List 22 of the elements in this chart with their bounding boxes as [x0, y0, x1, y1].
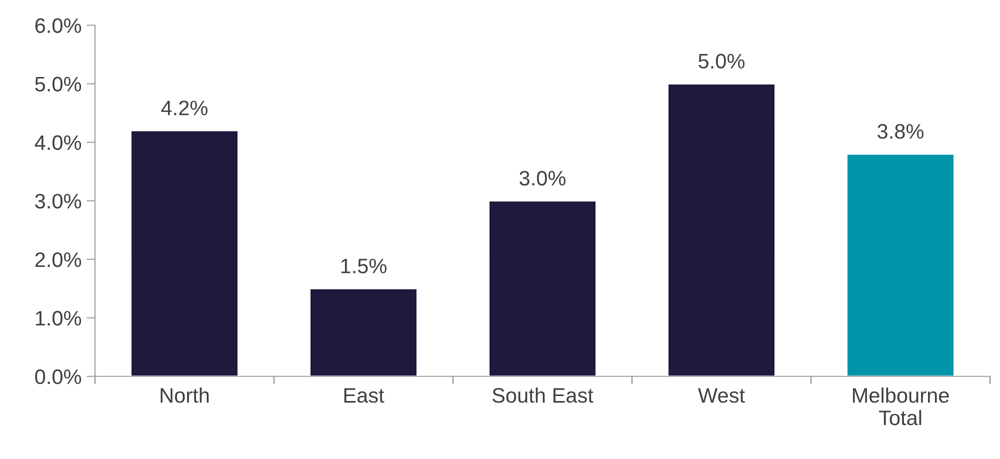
y-tick-label: 3.0% [35, 194, 82, 209]
y-tick-label: 6.0% [35, 18, 82, 33]
x-tick-label: East [344, 388, 384, 403]
bar [488, 200, 597, 376]
bar [846, 153, 955, 376]
x-tick-label: West [698, 388, 745, 403]
data-label: 3.0% [520, 170, 566, 186]
y-tick-label: 1.0% [36, 310, 82, 326]
x-tick-label: South East [492, 387, 594, 403]
y-tick-label: 4.0% [34, 135, 82, 150]
data-label: 4.2% [161, 100, 208, 116]
x-tick-label: Melbourne Total [852, 387, 949, 426]
y-tick-label: 5.0% [35, 76, 82, 92]
bar [130, 130, 239, 376]
y-tick-label: 2.0% [35, 252, 82, 268]
bar [309, 288, 418, 376]
data-label: 1.5% [341, 258, 387, 274]
y-tick-label: 0.0% [35, 369, 82, 384]
bar [667, 83, 776, 376]
data-label: 3.8% [878, 124, 924, 139]
data-label: 5.0% [698, 54, 745, 69]
x-tick-label: North [160, 387, 209, 403]
